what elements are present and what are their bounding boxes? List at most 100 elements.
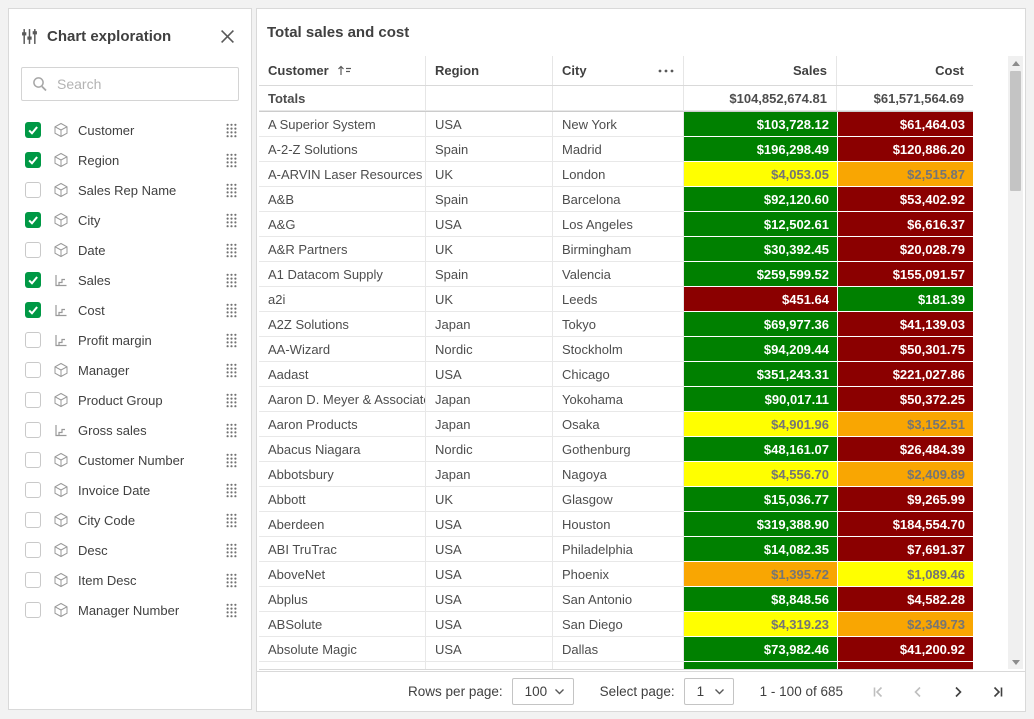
cell-city[interactable]: San Antonio <box>553 587 684 612</box>
cell-customer[interactable]: Aaron Products <box>259 412 426 437</box>
cell-region[interactable]: USA <box>426 212 553 237</box>
checkbox[interactable] <box>25 362 41 378</box>
cell-cost[interactable]: $155,091.57 <box>837 262 973 287</box>
cell-sales[interactable]: $1,395.72 <box>684 562 837 587</box>
cell-city[interactable]: Valencia <box>553 262 684 287</box>
sidebar-item-cost[interactable]: Cost <box>9 295 251 325</box>
sidebar-item-customer-number[interactable]: Customer Number <box>9 445 251 475</box>
sidebar-item-city[interactable]: City <box>9 205 251 235</box>
checkbox[interactable] <box>25 182 41 198</box>
checkbox[interactable] <box>25 242 41 258</box>
table-row[interactable]: AboveNet USA Phoenix $1,395.72 $1,089.46 <box>259 562 973 587</box>
table-row[interactable]: Aaron D. Meyer & Associates Japan Yokoha… <box>259 387 973 412</box>
cell-region[interactable]: UK <box>426 287 553 312</box>
cell-customer[interactable]: a2i <box>259 287 426 312</box>
column-header-cost[interactable]: Cost <box>935 63 964 78</box>
cell-city[interactable]: Madrid <box>553 137 684 162</box>
cell-sales[interactable]: $92,120.60 <box>684 187 837 212</box>
cell-region[interactable]: USA <box>426 612 553 637</box>
checkbox[interactable] <box>25 392 41 408</box>
cell-customer[interactable]: Abbott <box>259 487 426 512</box>
cell-region[interactable]: Spain <box>426 137 553 162</box>
cell-region[interactable]: UK <box>426 162 553 187</box>
cell-region[interactable]: UK <box>426 487 553 512</box>
table-row[interactable]: A2Z Solutions Japan Tokyo $69,977.36 $41… <box>259 312 973 337</box>
cell-customer[interactable]: Aberdeen <box>259 512 426 537</box>
first-page-icon[interactable] <box>869 683 887 701</box>
previous-page-icon[interactable] <box>909 683 927 701</box>
drag-handle-icon[interactable] <box>224 511 239 530</box>
cell-customer[interactable]: A&G <box>259 212 426 237</box>
checkbox[interactable] <box>25 572 41 588</box>
table-row[interactable]: A1 Datacom Supply Spain Valencia $259,59… <box>259 262 973 287</box>
cell-customer[interactable]: A2Z Solutions <box>259 312 426 337</box>
cell-cost[interactable]: $2,515.87 <box>837 162 973 187</box>
cell-customer[interactable]: A&B <box>259 187 426 212</box>
cell-city[interactable]: Dallas <box>553 637 684 662</box>
cell-customer[interactable]: ABSolute <box>259 612 426 637</box>
cell-customer[interactable]: Absolute Magic <box>259 637 426 662</box>
vertical-scrollbar[interactable] <box>1008 56 1023 669</box>
cell-region[interactable]: Japan <box>426 387 553 412</box>
cell-city[interactable]: Gothenburg <box>553 437 684 462</box>
cell-city[interactable]: Yokohama <box>553 387 684 412</box>
cell-region[interactable]: Spain <box>426 262 553 287</box>
table-row[interactable]: A&R Partners UK Birmingham $30,392.45 $2… <box>259 237 973 262</box>
cell-region[interactable]: USA <box>426 112 553 137</box>
cell-cost[interactable]: $50,372.25 <box>837 387 973 412</box>
cell-sales[interactable]: $319,388.90 <box>684 512 837 537</box>
cell-cost[interactable]: $3,152.51 <box>837 412 973 437</box>
cell-region[interactable]: USA <box>426 537 553 562</box>
checkbox[interactable] <box>25 332 41 348</box>
cell-customer[interactable]: A-2-Z Solutions <box>259 137 426 162</box>
sidebar-item-manager-number[interactable]: Manager Number <box>9 595 251 625</box>
cell-cost[interactable]: $20,028.79 <box>837 237 973 262</box>
cell-sales[interactable]: $73,982.46 <box>684 637 837 662</box>
drag-handle-icon[interactable] <box>224 361 239 380</box>
table-row[interactable]: Aaron Products Japan Osaka $4,901.96 $3,… <box>259 412 973 437</box>
sidebar-item-profit-margin[interactable]: Profit margin <box>9 325 251 355</box>
cell-city[interactable]: San Diego <box>553 612 684 637</box>
cell-cost[interactable]: $221,027.86 <box>837 362 973 387</box>
cell-customer[interactable]: Abplus <box>259 587 426 612</box>
cell-sales[interactable]: $451.64 <box>684 287 837 312</box>
drag-handle-icon[interactable] <box>224 151 239 170</box>
cell-sales[interactable]: $8,848.56 <box>684 587 837 612</box>
cell-region[interactable]: UK <box>426 237 553 262</box>
drag-handle-icon[interactable] <box>224 541 239 560</box>
drag-handle-icon[interactable] <box>224 451 239 470</box>
cell-cost[interactable]: $53,402.92 <box>837 187 973 212</box>
cell-sales[interactable]: $4,319.23 <box>684 612 837 637</box>
cell-cost[interactable]: $4,878.87 <box>837 662 973 669</box>
cell-customer[interactable]: Abbotsbury <box>259 462 426 487</box>
drag-handle-icon[interactable] <box>224 301 239 320</box>
cell-customer[interactable]: Abacus Niagara <box>259 437 426 462</box>
cell-cost[interactable]: $26,484.39 <box>837 437 973 462</box>
checkbox[interactable] <box>25 602 41 618</box>
drag-handle-icon[interactable] <box>224 271 239 290</box>
checkbox[interactable] <box>25 512 41 528</box>
cell-sales[interactable]: $196,298.49 <box>684 137 837 162</box>
cell-region[interactable]: USA <box>426 362 553 387</box>
search-input[interactable]: Search <box>21 67 239 101</box>
cell-cost[interactable]: $2,349.73 <box>837 612 973 637</box>
cell-region[interactable]: USA <box>426 662 553 669</box>
column-header-sales[interactable]: Sales <box>684 56 837 85</box>
cell-city[interactable]: Nagoya <box>553 462 684 487</box>
scrollbar-thumb[interactable] <box>1010 71 1021 191</box>
table-row[interactable]: ABSolute USA San Diego $4,319.23 $2,349.… <box>259 612 973 637</box>
cell-sales[interactable]: $4,556.70 <box>684 462 837 487</box>
cell-sales[interactable]: $14,082.35 <box>684 537 837 562</box>
drag-handle-icon[interactable] <box>224 571 239 590</box>
sidebar-item-invoice-date[interactable]: Invoice Date <box>9 475 251 505</box>
cell-sales[interactable]: $9,848.48 <box>684 662 837 669</box>
checkbox[interactable] <box>25 482 41 498</box>
cell-sales[interactable]: $351,243.31 <box>684 362 837 387</box>
cell-city[interactable]: Chicago <box>553 362 684 387</box>
table-row[interactable]: A&B Spain Barcelona $92,120.60 $53,402.9… <box>259 187 973 212</box>
cell-cost[interactable]: $6,616.37 <box>837 212 973 237</box>
cell-city[interactable]: Phoenix <box>553 562 684 587</box>
cell-sales[interactable]: $69,977.36 <box>684 312 837 337</box>
cell-cost[interactable]: $184,554.70 <box>837 512 973 537</box>
cell-cost[interactable]: $41,200.92 <box>837 637 973 662</box>
